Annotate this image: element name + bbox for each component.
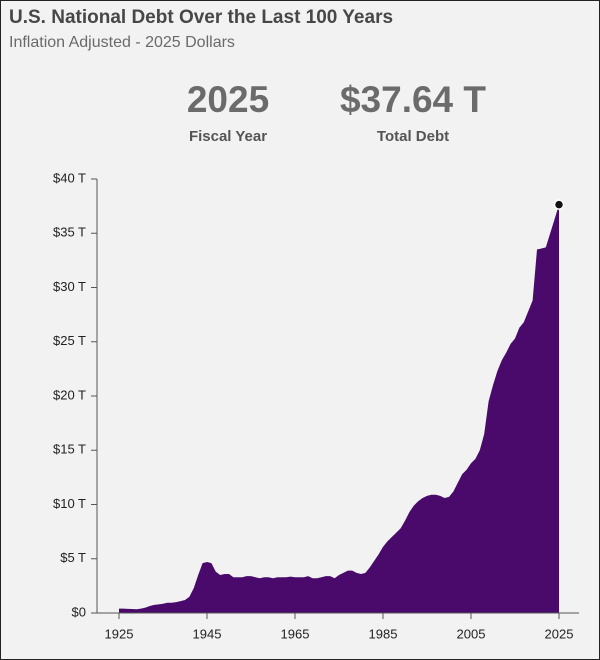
chart-title: U.S. National Debt Over the Last 100 Yea… bbox=[9, 7, 393, 28]
y-tick-label: $20 T bbox=[53, 387, 86, 402]
x-tick-label: 1925 bbox=[105, 626, 134, 641]
y-tick-label: $0 bbox=[72, 604, 86, 619]
y-tick-label: $35 T bbox=[53, 225, 86, 240]
y-tick-label: $25 T bbox=[53, 333, 86, 348]
x-tick-label: 2025 bbox=[545, 626, 574, 641]
x-tick-label: 1985 bbox=[369, 626, 398, 641]
stat-value: $37.64 T bbox=[340, 79, 486, 120]
x-tick-label: 1945 bbox=[193, 626, 222, 641]
x-tick-label: 1965 bbox=[281, 626, 310, 641]
y-tick-label: $10 T bbox=[53, 496, 86, 511]
area bbox=[119, 204, 559, 614]
y-tick-label: $15 T bbox=[53, 442, 86, 457]
x-tick-label: 2005 bbox=[457, 626, 486, 641]
chart-subtitle: Inflation Adjusted - 2025 Dollars bbox=[9, 34, 235, 51]
stat-label: Total Debt bbox=[377, 128, 449, 145]
y-tick-label: $5 T bbox=[60, 550, 86, 565]
stat-label: Fiscal Year bbox=[189, 128, 267, 145]
stat-value: 2025 bbox=[187, 79, 269, 120]
end-point bbox=[553, 199, 565, 210]
y-tick-label: $40 T bbox=[53, 170, 86, 185]
y-tick-label: $30 T bbox=[53, 279, 86, 294]
